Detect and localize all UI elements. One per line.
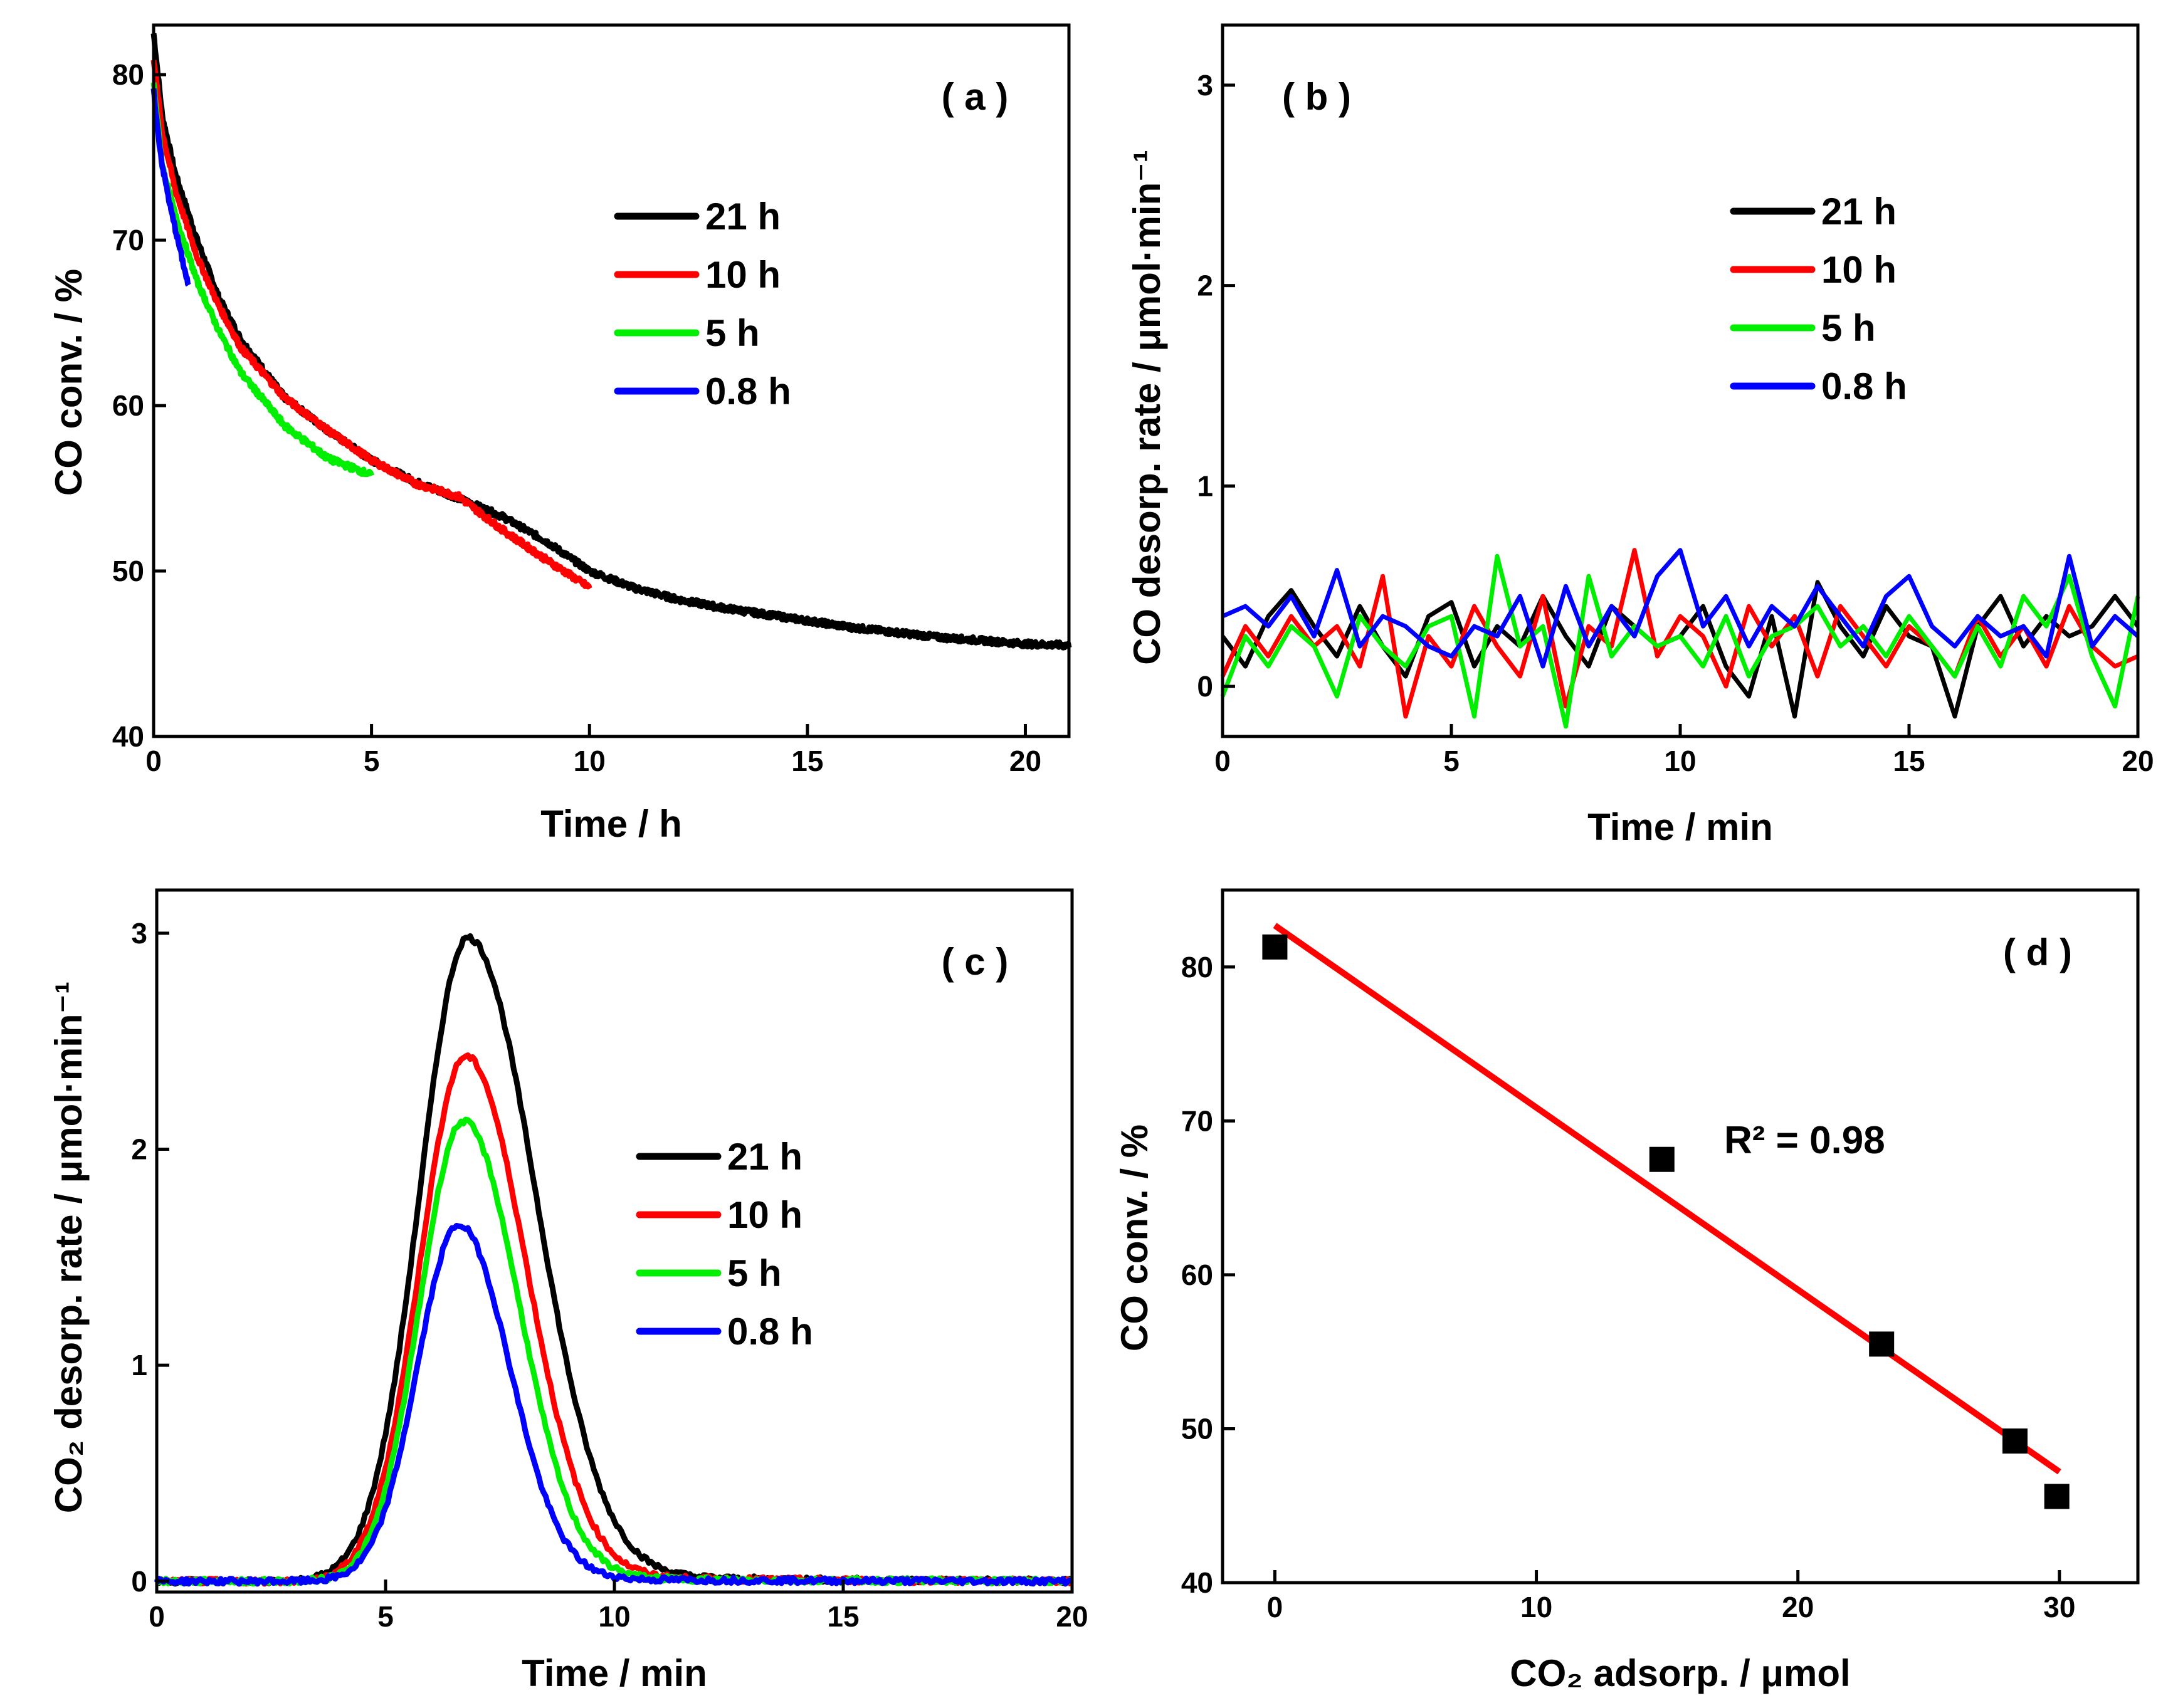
panel-a-ytick-label: 50 [112,555,144,587]
panel-d-ytick-label: 80 [1181,951,1213,983]
panel-a-axes: 0 5 10 15 20 40 50 60 70 80 [112,58,1041,777]
panel-a-xlabel: Time / h [540,803,682,845]
panel-a-xtick-label: 5 [364,745,380,777]
panel-c-xtick-label: 10 [598,1600,630,1633]
panel-b-ytick-label: 3 [1197,69,1213,102]
panel-c: 0 5 10 15 20 0 1 2 3 ( c ) 21 h 10 h 5 h 0.8 h Time… [48,888,1088,1694]
data-point [1869,1331,1895,1357]
panel-b-legend: 21 h 10 h 5 h 0.8 h [1730,191,1907,407]
panel-c-xtick-label: 5 [377,1600,394,1633]
legend-label-21-h: 21 h [727,1136,802,1178]
panel-d-frame [1221,888,2140,1585]
panel-c-axes: 0 5 10 15 20 0 1 2 3 [131,917,1088,1633]
panel-c-xtick-label: 15 [827,1600,859,1633]
panel-d-xtick-label: 30 [2043,1591,2075,1623]
series-line-5-h [1220,553,2140,729]
panel-d-ytick-label: 50 [1181,1412,1213,1445]
series-line-0-8-h [150,88,191,287]
panel-b-ytick-label: 1 [1197,469,1213,502]
plot-d-series [1262,923,2070,1509]
panel-a-ytick-label: 70 [112,224,144,256]
panel-d-ytick-label: 70 [1181,1104,1213,1137]
legend-label-5-h: 5 h [727,1252,782,1294]
data-point [1649,1146,1675,1172]
panel-a-ylabel: CO conv. / % [48,269,90,496]
panel-a-ytick-label: 60 [112,389,144,422]
panel-d-xtick-label: 10 [1520,1591,1552,1623]
panel-a-frame [152,23,1071,738]
panel-b-xtick-label: 20 [2122,745,2154,777]
legend-label-21-h: 21 h [705,196,781,238]
legend-label-5-h: 5 h [1821,307,1876,349]
panel-b: 0 5 10 15 20 0 1 2 3 ( b ) 21 h 10 h 5 h 0.8 h Time… [1126,23,2154,848]
panel-a: 0 5 10 15 20 40 50 60 70 80 ( a ) 21 h 10 h 5 h 0.8 … [48,23,1072,845]
panel-b-xtick-label: 10 [1664,745,1696,777]
panel-b-xtick-label: 0 [1214,745,1231,777]
panel-a-xtick-label: 20 [1009,745,1041,777]
panel-c-ylabel: CO₂ desorp. rate / μmol·min⁻¹ [48,982,90,1513]
legend-label-10-h: 10 h [727,1194,802,1236]
panel-a-label: ( a ) [942,76,1009,118]
plot-c-series [154,933,1074,1587]
panel-d-xlabel: CO₂ adsorp. / μmol [1510,1652,1850,1694]
panel-d-r2-annotation: R² = 0.98 [1724,1119,1885,1162]
data-point [2002,1428,2028,1454]
legend-label-0-8-h: 0.8 h [1821,365,1907,407]
legend-label-21-h: 21 h [1821,191,1897,233]
panel-b-ytick-label: 0 [1197,670,1213,703]
series-line-10-h [1220,548,2139,719]
panel-d-axes: 0 10 20 30 40 50 60 70 80 [1181,951,2076,1623]
panel-c-xtick-label: 0 [149,1600,165,1633]
panel-d-label: ( d ) [2003,931,2072,973]
panel-a-xtick-label: 0 [145,745,162,777]
panel-d-ytick-label: 40 [1181,1566,1213,1599]
legend-label-10-h: 10 h [1821,249,1897,291]
plot-b-series [1220,548,2140,729]
panel-d-ytick-label: 60 [1181,1259,1213,1291]
panel-a-xtick-label: 15 [791,745,823,777]
panel-b-ylabel: CO desorp. rate / μmol·min⁻¹ [1126,150,1168,665]
panel-b-axes: 0 5 10 15 20 0 1 2 3 [1197,69,2154,777]
panel-d: 0 10 20 30 40 50 60 70 80 ( d ) R² = 0.98 CO₂ ad… [1113,888,2140,1694]
legend-label-0-8-h: 0.8 h [705,370,791,412]
fit-line [1273,923,2061,1475]
panel-c-legend: 21 h 10 h 5 h 0.8 h [636,1136,813,1353]
panel-b-label: ( b ) [1282,76,1351,118]
panel-b-xtick-label: 5 [1443,745,1460,777]
panel-b-xtick-label: 15 [1893,745,1925,777]
panel-c-label: ( c ) [942,941,1009,983]
panel-c-xtick-label: 20 [1056,1600,1088,1633]
series-line-10-h [150,60,592,590]
legend-label-5-h: 5 h [705,312,760,354]
series-line-0-8-h [1221,548,2140,669]
panel-c-ytick-label: 1 [131,1349,147,1381]
panel-a-legend: 21 h 10 h 5 h 0.8 h [614,196,791,412]
series-line-5-h [150,82,374,478]
panel-d-ylabel: CO conv. / % [1113,1124,1155,1351]
panel-d-xtick-label: 20 [1782,1591,1814,1623]
panel-b-ytick-label: 2 [1197,270,1213,302]
panel-a-ytick-label: 40 [112,720,144,753]
panel-c-ytick-label: 3 [131,917,147,950]
panel-c-ytick-label: 0 [131,1565,147,1598]
panel-a-ytick-label: 80 [112,58,144,91]
series-line-0-8-h [154,1223,1073,1587]
data-point [2044,1484,2070,1509]
panel-b-xlabel: Time / min [1587,806,1773,848]
panel-a-xtick-label: 10 [574,745,606,777]
legend-label-0-8-h: 0.8 h [727,1311,813,1353]
panel-c-xlabel: Time / min [522,1652,707,1694]
plot-a-series [150,33,1072,651]
panel-d-xtick-label: 0 [1267,1591,1283,1623]
panel-c-ytick-label: 2 [131,1133,147,1166]
legend-label-10-h: 10 h [705,254,781,296]
data-point [1262,934,1288,960]
